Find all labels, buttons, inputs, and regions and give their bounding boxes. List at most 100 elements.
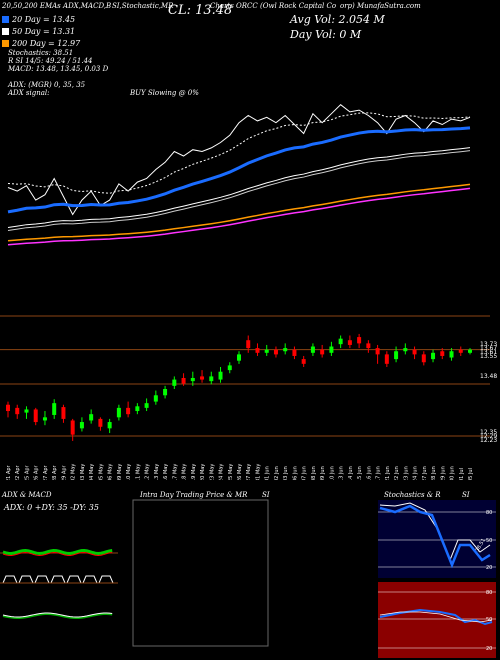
- candle-body: [24, 409, 29, 413]
- candle-body: [357, 337, 362, 344]
- date-label: 16 May: [163, 464, 169, 480]
- intra-day-box: [132, 499, 269, 647]
- stoch-level-label: 20: [486, 565, 492, 571]
- date-label: 20 May: [200, 464, 206, 480]
- price-top-stack: 13.73 13.67 13.61 13.55: [480, 341, 498, 360]
- ema20-swatch: [2, 15, 9, 23]
- candle-body: [79, 422, 84, 429]
- candle-body: [237, 354, 241, 361]
- ema50-label: 50 Day = 13.31: [12, 26, 76, 36]
- price-label: 12.23: [480, 437, 498, 444]
- date-label: 25 Apr: [24, 464, 30, 480]
- cl-label: CL: 13.48: [168, 3, 233, 18]
- macd-stat: MACD: 13.48, 13.45, 0.03 D: [8, 65, 109, 73]
- adx-stat: ADX: (MGR) 0, 35, 35: [8, 81, 86, 89]
- stoch-level-label: 80: [486, 510, 492, 516]
- ema-legend: 20 Day = 13.45 50 Day = 13.31 200 Day = …: [2, 13, 80, 49]
- date-label: 30 Jun: [450, 466, 456, 480]
- ema-title: 20,50,200 EMAs: [2, 2, 61, 10]
- date-label: 31 May: [255, 464, 261, 480]
- macd-white-line: [2, 612, 113, 618]
- date-label: 09 May: [117, 464, 123, 480]
- ema20-label: 20 Day = 13.45: [12, 14, 76, 24]
- candle-body: [320, 349, 325, 355]
- ema200-swatch: [2, 39, 9, 47]
- date-label: 03 May: [80, 464, 86, 480]
- candle-body: [431, 352, 436, 360]
- date-label: 12 May: [145, 464, 151, 480]
- ema-legend-row: 50 Day = 13.31: [2, 25, 80, 37]
- date-label: 08 Jun: [311, 466, 317, 480]
- candle-body: [283, 348, 288, 352]
- rsi-stat: R SI 14/5: 49.24 / 51.44: [8, 57, 93, 65]
- candle-body: [338, 338, 343, 345]
- candle-body: [33, 409, 38, 423]
- date-label: 14 Jun: [348, 466, 354, 480]
- candle-body: [135, 406, 140, 412]
- date-label: 25 May: [228, 464, 234, 480]
- adx-green-line: [2, 548, 113, 556]
- date-label: 11 May: [135, 464, 141, 480]
- date-label: 19 May: [191, 464, 197, 480]
- ema100-line: [7, 150, 471, 231]
- ema200-label: 200 Day = 12.97: [12, 38, 81, 48]
- rsi-level-label: 80: [486, 590, 492, 596]
- price-label: 12.29: [480, 433, 498, 440]
- date-label: 18 May: [182, 464, 188, 480]
- stoch-panel-title: Stochastics & R: [384, 491, 441, 499]
- date-label: 17 May: [172, 464, 178, 480]
- price-label: 13.61: [480, 349, 498, 356]
- candle-body: [227, 365, 232, 371]
- candle-body: [329, 346, 334, 353]
- stochastics-stat: Stochastics: 38.51: [8, 49, 74, 57]
- macd-arch: [34, 575, 50, 584]
- candle-body: [375, 348, 380, 355]
- candle-body: [172, 379, 177, 386]
- header-left-title: 20,50,200 EMAs ADX,MACD,B: [2, 2, 111, 10]
- buy-slowing: BUY Slowing @ 0%: [130, 89, 199, 97]
- candle-body: [412, 349, 417, 355]
- candle-body: [394, 351, 399, 360]
- price-label: 13.73: [480, 341, 498, 348]
- date-label: 21 Jun: [385, 466, 391, 480]
- candle-body: [153, 395, 158, 402]
- date-label: 23 May: [209, 464, 215, 480]
- ema-magenta-line: [7, 187, 471, 246]
- candle-body: [301, 359, 306, 364]
- candle-body: [6, 404, 10, 412]
- ema200-line: [7, 183, 471, 242]
- candle-body: [421, 354, 426, 363]
- date-label: 13 May: [154, 464, 160, 480]
- candle-body: [70, 420, 75, 435]
- date-label: 04 May: [89, 464, 95, 480]
- candle-body: [200, 376, 205, 380]
- date-label: 29 Jun: [440, 466, 446, 480]
- date-label: 16 Jun: [366, 466, 372, 480]
- date-label: 27 Apr: [43, 464, 49, 480]
- ema-legend-row: 200 Day = 12.97: [2, 37, 80, 49]
- rsi-level-label: 20: [486, 646, 492, 652]
- macd-arch: [2, 575, 18, 584]
- day-vol: Day Vol: 0 M: [290, 28, 362, 41]
- candle-body: [181, 377, 186, 384]
- stochastic-signal-line: [379, 504, 491, 569]
- price-label: 13.67: [480, 345, 498, 352]
- date-label: 01 Jun: [265, 466, 271, 480]
- date-label: 28 Jun: [431, 466, 437, 480]
- macd-green-line: [2, 613, 113, 619]
- stoch-level-label: 50: [486, 538, 492, 544]
- candle-body: [61, 407, 66, 419]
- candle-body: [366, 343, 371, 349]
- macd-arch: [18, 575, 34, 584]
- chart-label: Charts ORCC: [210, 2, 258, 10]
- ema20-line: [7, 126, 471, 214]
- rsi-signal-line: [379, 611, 493, 623]
- macd-arch: [66, 575, 82, 584]
- date-label: 26 May: [237, 464, 243, 480]
- candle-body: [292, 349, 297, 356]
- macd-arch: [50, 575, 66, 584]
- candle-body: [440, 351, 445, 356]
- date-label: 24 May: [219, 464, 225, 480]
- date-label: 07 Jun: [302, 466, 308, 480]
- candle-body: [52, 403, 57, 415]
